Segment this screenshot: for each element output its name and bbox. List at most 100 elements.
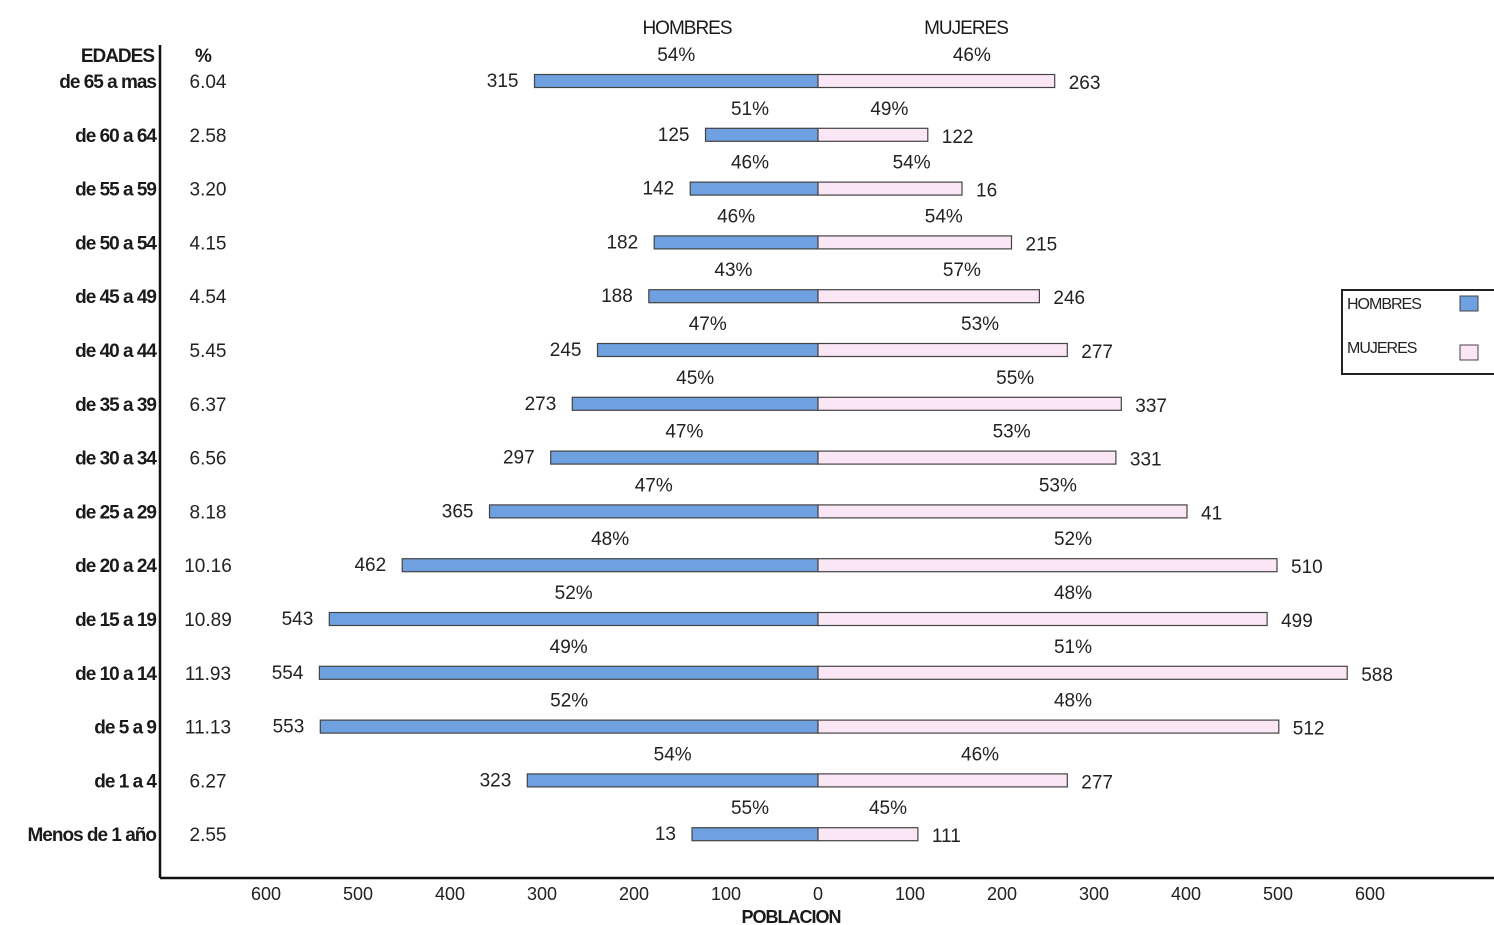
bar-hombres	[704, 127, 819, 142]
value-label-hombres: 323	[480, 770, 512, 791]
value-label-mujeres: 246	[1053, 288, 1085, 309]
x-tick-label: 500	[343, 884, 373, 904]
bar-mujeres	[817, 773, 1068, 788]
bar-mujeres	[817, 558, 1278, 573]
bar-mujeres	[817, 450, 1117, 465]
bar-mujeres	[817, 289, 1040, 304]
legend-label-mujeres: MUJERES	[1347, 340, 1417, 357]
share-label-mujeres: 48%	[1054, 691, 1092, 712]
value-label-mujeres: 277	[1081, 772, 1113, 793]
chart-axes	[158, 45, 1494, 880]
age-column-header: EDADES	[81, 46, 155, 67]
bar-hombres	[596, 342, 819, 358]
value-label-hombres: 297	[503, 448, 535, 469]
value-label-hombres: 554	[272, 663, 304, 684]
share-label-mujeres: 57%	[943, 260, 981, 281]
x-tick-label: 0	[813, 884, 823, 904]
x-tick-label: 400	[1171, 884, 1201, 904]
x-tick-labels: 600 500 400 300 200 100 0 100 200 300 400 500 600	[251, 884, 1385, 904]
age-percent-value: 2.58	[190, 126, 227, 147]
bar-mujeres	[817, 396, 1122, 411]
value-label-hombres: 543	[282, 609, 314, 630]
value-label-hombres: 188	[601, 286, 633, 307]
age-group-label: de 15 a 19	[75, 610, 156, 631]
age-row: de 60 a 64 2.58 125 122 51% 49%	[75, 99, 973, 148]
bar-mujeres	[817, 611, 1268, 627]
value-label-mujeres: 263	[1069, 73, 1101, 94]
age-percent-value: 10.16	[184, 556, 232, 577]
age-row: de 1 a 4 6.27 323 277 54% 46%	[94, 744, 1113, 793]
age-row: de 25 a 29 8.18 365 41 47% 53%	[75, 475, 1222, 524]
bar-hombres	[319, 719, 819, 734]
value-label-hombres: 273	[525, 394, 557, 415]
legend-swatch-hombres	[1459, 295, 1479, 312]
bar-mujeres	[817, 235, 1013, 250]
value-label-hombres: 142	[642, 179, 674, 200]
percent-column-header: %	[195, 46, 212, 67]
bar-mujeres	[817, 181, 963, 196]
x-tick-label: 200	[987, 884, 1017, 904]
x-tick-label: 300	[527, 884, 557, 904]
share-label-hombres: 47%	[665, 422, 703, 443]
share-label-hombres: 54%	[654, 744, 692, 765]
bar-hombres	[571, 396, 819, 411]
bar-hombres	[653, 235, 819, 250]
value-label-mujeres: 277	[1081, 342, 1113, 363]
age-percent-value: 10.89	[184, 610, 232, 631]
age-group-label: de 10 a 14	[75, 664, 157, 685]
age-row: de 45 a 49 4.54 188 246 43% 57%	[75, 260, 1085, 309]
value-label-hombres: 245	[550, 340, 582, 361]
chart-rows: de 65 a mas 6.04 315 263 54% 46% de 60 a 64 2.5…	[27, 45, 1392, 847]
share-label-mujeres: 54%	[893, 153, 931, 174]
age-row: de 40 a 44 5.45 245 277 47% 53%	[75, 314, 1113, 363]
value-label-mujeres: 510	[1291, 557, 1323, 578]
value-label-mujeres: 588	[1361, 665, 1393, 686]
share-label-hombres: 49%	[550, 637, 588, 658]
share-label-mujeres: 46%	[953, 45, 991, 66]
x-tick-label: 600	[1355, 884, 1385, 904]
legend-label-hombres: HOMBRES	[1347, 296, 1421, 313]
value-label-mujeres: 331	[1130, 450, 1162, 471]
share-label-hombres: 47%	[689, 314, 727, 335]
value-label-mujeres: 512	[1293, 719, 1325, 740]
share-label-mujeres: 52%	[1054, 529, 1092, 550]
bar-hombres	[648, 289, 819, 304]
bar-hombres	[689, 181, 819, 196]
value-label-mujeres: 111	[932, 826, 961, 847]
x-tick-label: 600	[251, 884, 281, 904]
value-label-mujeres: 41	[1201, 503, 1222, 524]
age-group-label: de 35 a 39	[75, 395, 156, 416]
age-row: de 30 a 34 6.56 297 331 47% 53%	[75, 422, 1161, 471]
age-row: de 10 a 14 11.93 554 588 49% 51%	[75, 637, 1393, 686]
age-percent-value: 11.93	[185, 664, 231, 685]
bar-mujeres	[817, 342, 1068, 358]
share-label-hombres: 47%	[635, 475, 673, 496]
age-group-label: Menos de 1 año	[27, 825, 156, 846]
age-group-label: de 30 a 34	[75, 449, 157, 470]
share-label-hombres: 51%	[731, 99, 769, 120]
age-percent-value: 6.37	[190, 395, 227, 416]
x-tick-label: 400	[435, 884, 465, 904]
x-tick-label: 300	[1079, 884, 1109, 904]
age-row: de 50 a 54 4.15 182 215 46% 54%	[75, 206, 1057, 255]
bar-mujeres	[817, 665, 1348, 680]
age-row: de 20 a 24 10.16 462 510 48% 52%	[75, 529, 1323, 578]
bar-hombres	[533, 73, 819, 89]
age-group-label: de 45 a 49	[75, 287, 156, 308]
share-label-hombres: 43%	[714, 260, 752, 281]
share-label-mujeres: 46%	[961, 744, 999, 765]
age-row: de 5 a 9 11.13 553 512 52% 48%	[94, 691, 1324, 740]
share-label-hombres: 55%	[731, 798, 769, 819]
share-label-mujeres: 55%	[996, 368, 1034, 389]
share-label-hombres: 52%	[550, 691, 588, 712]
age-group-label: de 1 a 4	[94, 771, 157, 792]
share-label-hombres: 45%	[676, 368, 714, 389]
value-label-hombres: 553	[273, 717, 305, 738]
share-label-hombres: 54%	[657, 45, 695, 66]
bar-mujeres	[817, 827, 919, 842]
bar-hombres	[550, 450, 819, 465]
value-label-hombres: 365	[442, 501, 474, 522]
age-row: de 65 a mas 6.04 315 263 54% 46%	[59, 45, 1100, 94]
x-tick-label: 500	[1263, 884, 1293, 904]
